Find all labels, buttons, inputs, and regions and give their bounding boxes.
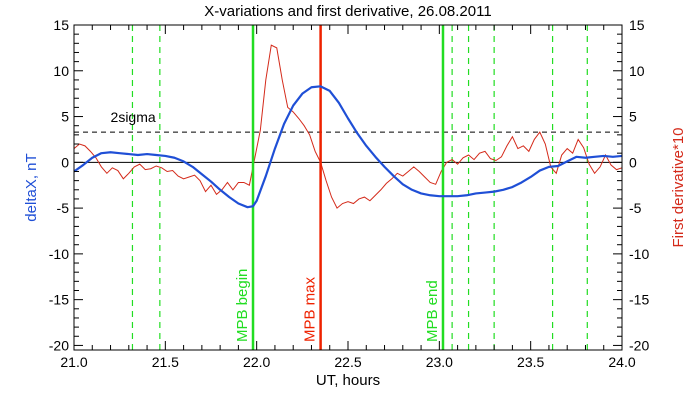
y-axis-title-left: deltaX, nT xyxy=(23,153,40,221)
y-tick-label-left: 0 xyxy=(61,154,69,170)
two-sigma-label: 2sigma xyxy=(111,109,156,125)
y-tick-label-right: 0 xyxy=(629,154,637,170)
y-tick-label-right: -10 xyxy=(629,246,649,262)
x-tick-label: 21.5 xyxy=(152,354,179,370)
y-tick-label-left: -15 xyxy=(49,292,69,308)
mpb-label-2: MPB end xyxy=(424,280,441,342)
y-tick-label-left: 15 xyxy=(53,17,69,33)
x-tick-label: 21.0 xyxy=(60,354,87,370)
y-axis-title-right: First derivative*10 xyxy=(670,127,687,247)
y-tick-label-right: -15 xyxy=(629,292,649,308)
y-tick-label-left: -5 xyxy=(57,200,70,216)
x-tick-label: 22.0 xyxy=(243,354,270,370)
chart-title: X-variations and first derivative, 26.08… xyxy=(204,3,491,20)
y-tick-label-right: 10 xyxy=(629,63,645,79)
y-tick-label-right: -20 xyxy=(629,337,649,353)
mpb-label-0: MPB begin xyxy=(234,269,251,342)
x-tick-label: 22.5 xyxy=(334,354,361,370)
y-tick-label-left: 10 xyxy=(53,63,69,79)
x-tick-label: 24.0 xyxy=(608,354,635,370)
y-tick-label-left: -20 xyxy=(49,337,69,353)
mpb-label-1: MPB max xyxy=(302,276,319,342)
x-axis-title: UT, hours xyxy=(316,372,380,389)
y-tick-label-right: 15 xyxy=(629,17,645,33)
series-derivative-line xyxy=(73,44,623,209)
y-tick-label-left: 5 xyxy=(61,109,69,125)
y-tick-label-right: 5 xyxy=(629,109,637,125)
x-tick-label: 23.5 xyxy=(517,354,544,370)
y-tick-label-left: -10 xyxy=(49,246,69,262)
plot-frame xyxy=(73,24,623,351)
series-deltax-line xyxy=(73,85,623,209)
y-tick-label-right: -5 xyxy=(629,200,642,216)
x-tick-label: 23.0 xyxy=(426,354,453,370)
